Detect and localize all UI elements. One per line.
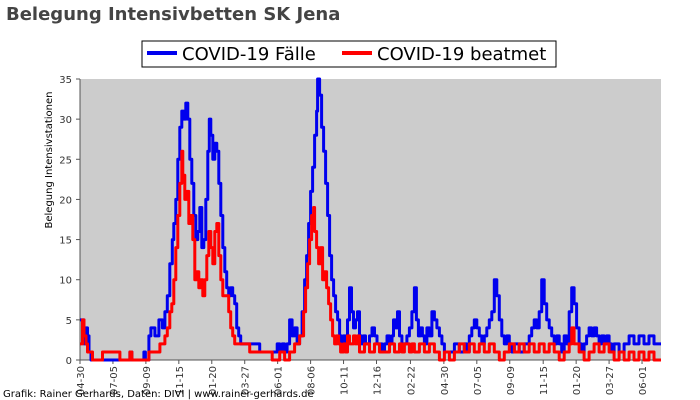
x-tick-label: 11-15 bbox=[175, 366, 186, 395]
plot-area bbox=[80, 79, 661, 360]
y-tick-label: 0 bbox=[66, 356, 72, 367]
y-tick-label: 15 bbox=[59, 236, 72, 247]
legend-label-covid-beatmet: COVID-19 beatmet bbox=[377, 44, 546, 65]
y-ticks: 0 5 10 15 20 25 30 35 bbox=[59, 75, 80, 367]
x-tick-label: 11-15 bbox=[539, 366, 550, 395]
x-tick-label: 04-30 bbox=[76, 366, 87, 395]
x-tick-label: 03-27 bbox=[241, 366, 252, 395]
y-tick-label: 25 bbox=[59, 155, 72, 166]
x-tick-label: 07-05 bbox=[473, 366, 484, 395]
y-axis-label: Belegung Intensivstationen bbox=[44, 91, 55, 228]
x-tick-label: 02-22 bbox=[406, 366, 417, 395]
x-tick-label: 10-11 bbox=[340, 366, 351, 395]
x-tick-label: 07-05 bbox=[109, 366, 120, 395]
y-tick-label: 5 bbox=[66, 316, 72, 327]
x-tick-label: 01-20 bbox=[572, 366, 583, 395]
x-tick-label: 12-16 bbox=[372, 366, 383, 395]
x-tick-label: 06-01 bbox=[274, 366, 285, 395]
x-tick-label: 04-30 bbox=[440, 366, 451, 395]
x-tick-label: 08-06 bbox=[307, 366, 318, 395]
x-tick-label: 09-09 bbox=[506, 366, 517, 395]
y-tick-label: 20 bbox=[59, 195, 72, 206]
x-tick-label: 03-27 bbox=[605, 366, 616, 395]
series-line-covid-beatmet bbox=[80, 149, 661, 362]
legend: COVID-19 Fälle COVID-19 beatmet bbox=[141, 40, 557, 68]
x-tick-label: 06-01 bbox=[638, 366, 649, 395]
x-tick-label: 01-20 bbox=[208, 366, 219, 395]
legend-label-covid-faelle: COVID-19 Fälle bbox=[182, 44, 316, 65]
x-ticks: 04-30 07-05 09-09 11-15 01-20 03-27 06-01 08-06… bbox=[76, 360, 649, 395]
source-credit: Grafik: Rainer Gerhards, Daten: DIVI | w… bbox=[3, 389, 314, 400]
y-tick-label: 35 bbox=[59, 75, 72, 86]
chart-title: Belegung Intensivbetten SK Jena bbox=[6, 4, 340, 25]
series-layer bbox=[80, 77, 661, 362]
series-line-covid-faelle bbox=[80, 77, 661, 362]
y-tick-label: 30 bbox=[59, 115, 72, 126]
y-tick-label: 10 bbox=[59, 276, 72, 287]
x-tick-label: 09-09 bbox=[142, 366, 153, 395]
